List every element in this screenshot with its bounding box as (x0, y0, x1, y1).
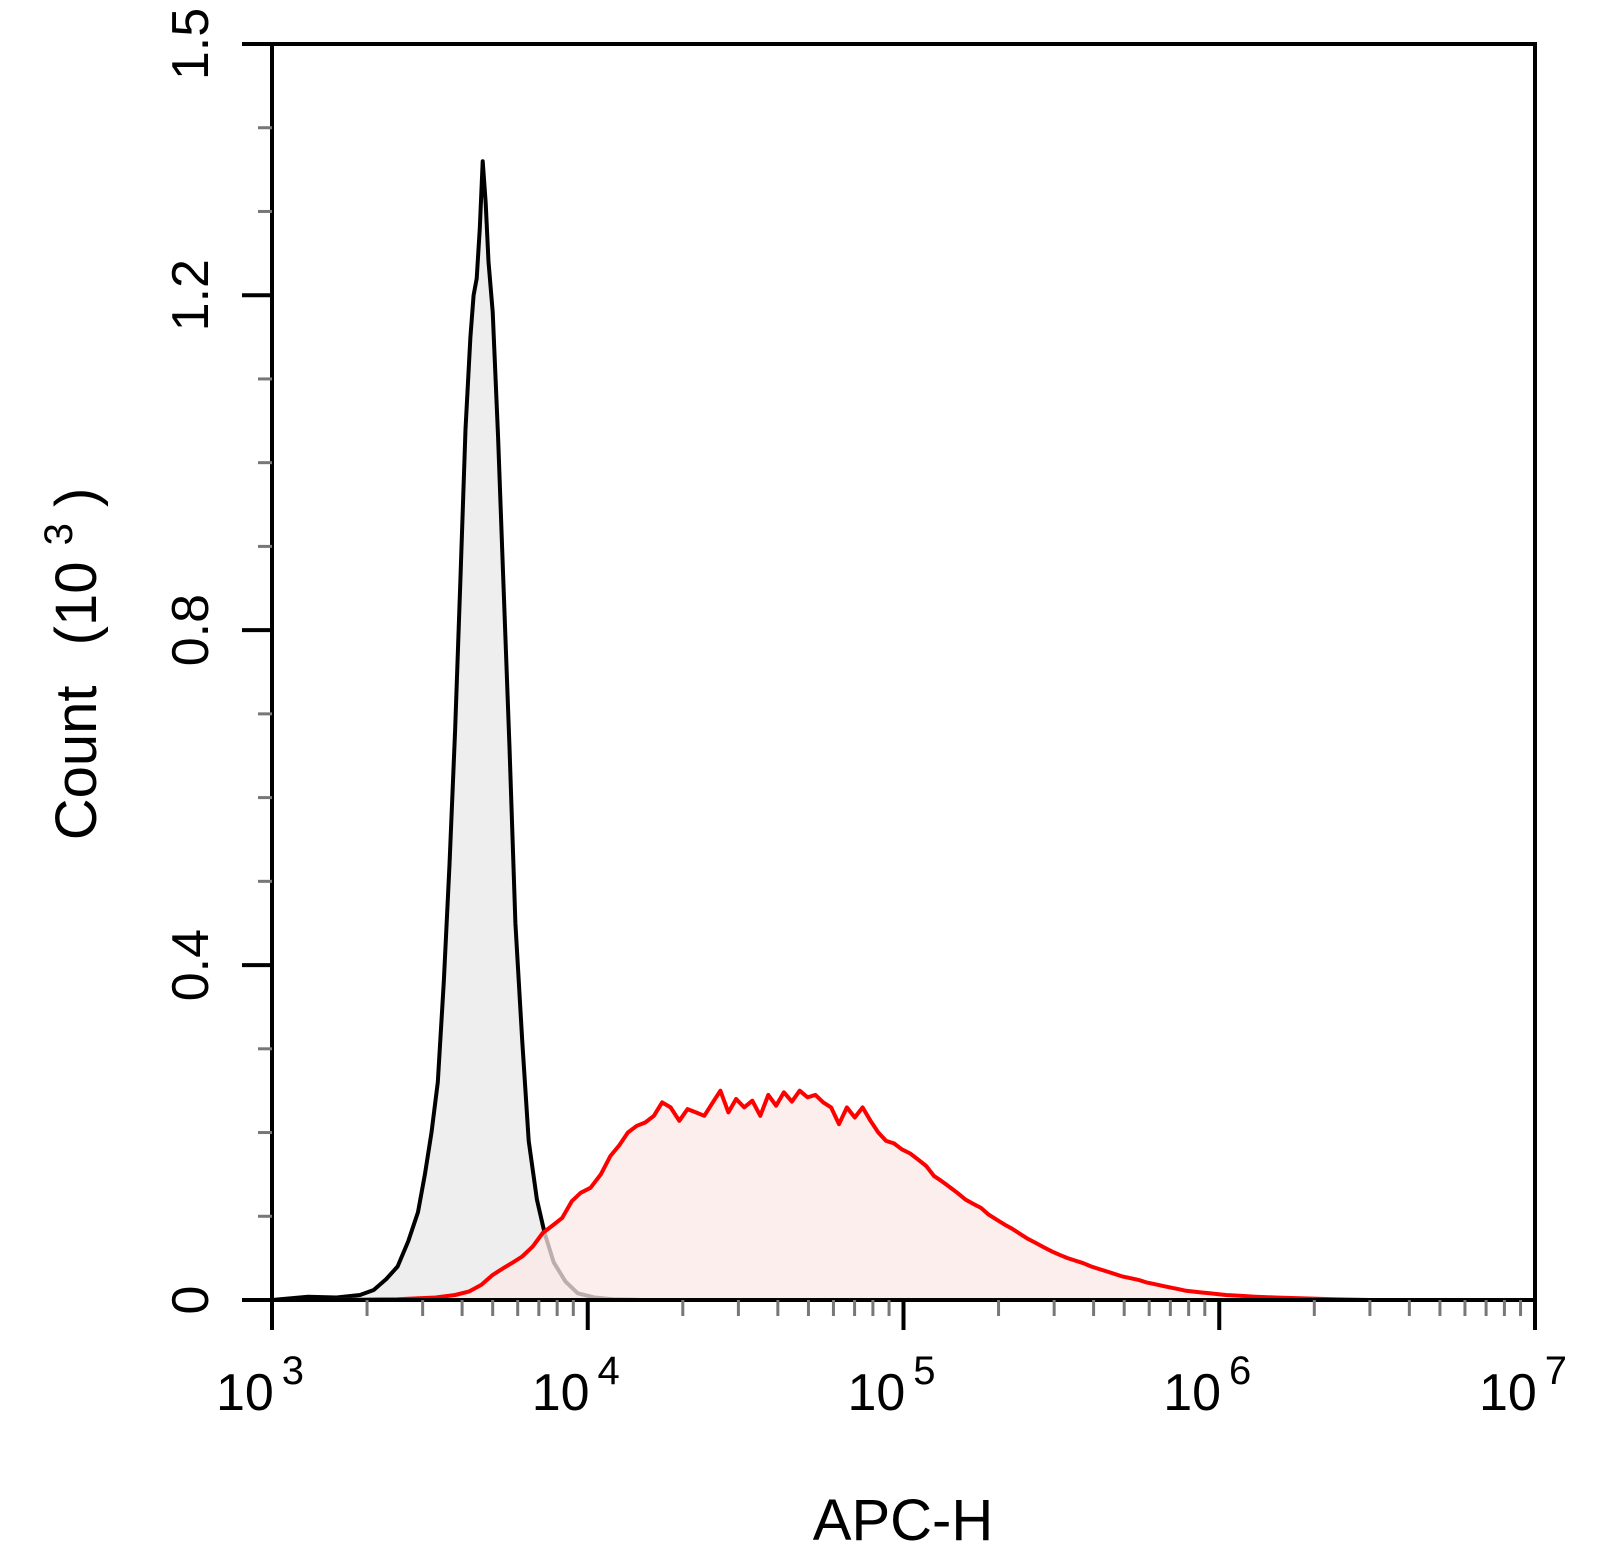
x-tick-base: 10 (847, 1364, 905, 1422)
x-tick-label: 10 3 (216, 1349, 304, 1422)
y-axis-unit-exponent: 3 (37, 523, 81, 545)
y-axis-unit-prefix: (10 (44, 562, 109, 646)
series-area-0 (272, 161, 644, 1301)
x-tick-exponent: 4 (598, 1349, 620, 1393)
x-tick-label: 10 4 (532, 1349, 620, 1422)
y-tick-label: 0.8 (162, 594, 220, 666)
series-line-1 (327, 1088, 1535, 1302)
y-axis-title-text: Count (44, 686, 109, 841)
x-tick-base: 10 (532, 1364, 590, 1422)
y-tick-label: 1.5 (162, 8, 220, 80)
y-tick-label: 0.4 (162, 929, 220, 1001)
x-tick-exponent: 3 (282, 1349, 304, 1393)
x-tick-exponent: 5 (913, 1349, 935, 1393)
y-axis-title: Count (10 3 ) (20, 488, 109, 841)
ticks-layer (242, 42, 1537, 1330)
x-tick-label: 10 5 (847, 1349, 935, 1422)
series-layer (271, 159, 1536, 1302)
x-tick-label: 10 7 (1479, 1349, 1567, 1422)
y-tick-label: 0 (162, 1286, 220, 1315)
series-area-1 (327, 1090, 1536, 1300)
y-tick-label: 1.2 (162, 259, 220, 331)
x-tick-exponent: 7 (1545, 1349, 1567, 1393)
y-axis-unit-suffix: ) (44, 488, 109, 507)
x-tick-exponent: 6 (1229, 1349, 1251, 1393)
series-line-0 (271, 159, 644, 1302)
x-axis-title: APC-H (813, 1488, 993, 1553)
x-tick-base: 10 (1479, 1364, 1537, 1422)
x-tick-base: 10 (216, 1364, 274, 1422)
x-tick-label: 10 6 (1163, 1349, 1251, 1422)
x-tick-base: 10 (1163, 1364, 1221, 1422)
labels-layer: 10 3 10 4 10 5 10 6 10 700.40.81.21.5 (162, 8, 1567, 1422)
